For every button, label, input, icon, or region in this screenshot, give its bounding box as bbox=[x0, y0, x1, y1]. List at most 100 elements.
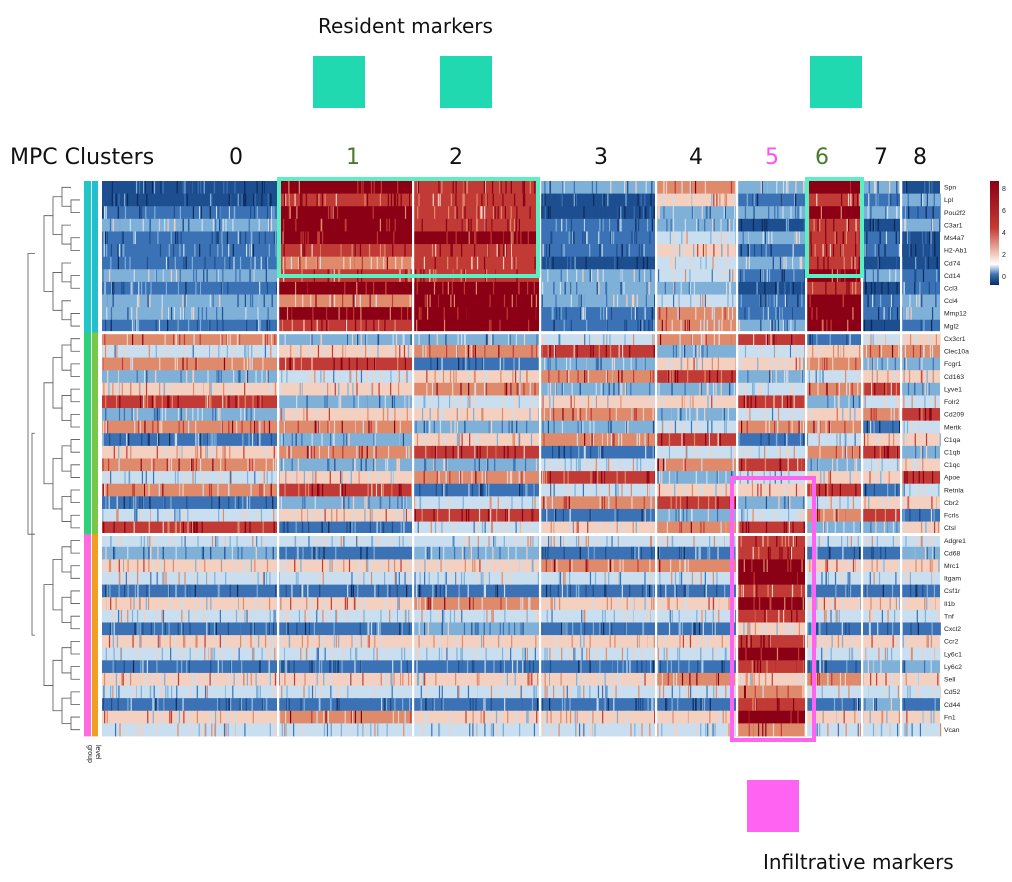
heatmap-streak bbox=[764, 231, 766, 245]
heatmap-streak bbox=[338, 307, 340, 321]
heatmap-streak bbox=[600, 307, 602, 321]
heatmap-streak bbox=[439, 408, 442, 422]
heatmap-streak bbox=[410, 420, 412, 434]
heatmap-streak bbox=[295, 218, 297, 232]
heatmap-streak bbox=[330, 193, 332, 207]
heatmap-streak bbox=[530, 508, 532, 522]
heatmap-streak bbox=[843, 344, 845, 358]
heatmap-streak bbox=[742, 445, 744, 459]
heatmap-streak bbox=[725, 471, 727, 485]
heatmap-streak bbox=[685, 445, 687, 459]
heatmap-streak bbox=[263, 193, 266, 207]
heatmap-streak bbox=[332, 281, 334, 295]
heatmap-streak bbox=[630, 382, 632, 396]
heatmap-streak bbox=[527, 231, 529, 245]
heatmap-streak bbox=[734, 269, 736, 283]
heatmap-cell bbox=[901, 307, 940, 321]
heatmap-streak bbox=[147, 294, 149, 308]
heatmap-streak bbox=[468, 508, 470, 522]
heatmap-streak bbox=[302, 408, 304, 422]
heatmap-streak bbox=[106, 294, 108, 308]
heatmap-streak bbox=[354, 508, 356, 522]
heatmap-streak bbox=[492, 332, 494, 346]
heatmap-streak bbox=[450, 193, 452, 207]
heatmap-streak bbox=[305, 483, 307, 497]
heatmap-streak bbox=[289, 357, 291, 371]
heatmap-streak bbox=[395, 382, 397, 396]
heatmap-streak bbox=[446, 231, 448, 245]
heatmap-streak bbox=[297, 307, 299, 321]
heatmap-streak bbox=[905, 370, 907, 384]
heatmap-streak bbox=[597, 357, 599, 371]
heatmap-cell bbox=[102, 370, 278, 384]
heatmap-streak bbox=[783, 256, 785, 270]
heatmap-streak bbox=[631, 307, 634, 321]
heatmap-streak bbox=[511, 294, 513, 308]
heatmap-streak bbox=[349, 370, 351, 384]
heatmap-streak bbox=[551, 483, 553, 497]
heatmap-streak bbox=[827, 294, 829, 308]
heatmap-streak bbox=[832, 344, 835, 358]
heatmap-streak bbox=[188, 445, 191, 459]
heatmap-streak bbox=[785, 445, 788, 459]
heatmap-streak bbox=[895, 496, 897, 510]
heatmap-cell bbox=[862, 244, 901, 258]
heatmap-streak bbox=[508, 508, 510, 522]
heatmap-streak bbox=[179, 332, 181, 346]
heatmap-streak bbox=[916, 294, 918, 308]
heatmap-streak bbox=[899, 231, 901, 245]
heatmap-streak bbox=[376, 256, 378, 270]
heatmap-streak bbox=[474, 370, 476, 384]
heatmap-streak bbox=[647, 319, 650, 333]
heatmap-streak bbox=[851, 281, 854, 295]
heatmap-streak bbox=[523, 471, 525, 485]
heatmap-streak bbox=[145, 206, 147, 220]
heatmap-streak bbox=[632, 458, 634, 472]
heatmap-streak bbox=[910, 420, 912, 434]
heatmap-streak bbox=[858, 206, 860, 220]
heatmap-streak bbox=[124, 521, 126, 535]
heatmap-cell bbox=[901, 471, 940, 485]
heatmap-streak bbox=[909, 294, 911, 308]
heatmap-streak bbox=[870, 206, 872, 220]
heatmap-streak bbox=[484, 206, 486, 220]
heatmap-cell bbox=[656, 319, 737, 333]
heatmap-streak bbox=[568, 496, 570, 510]
heatmap-streak bbox=[650, 269, 652, 283]
heatmap-streak bbox=[500, 231, 502, 245]
heatmap-streak bbox=[847, 496, 849, 510]
heatmap-streak bbox=[148, 433, 150, 447]
heatmap-streak bbox=[238, 521, 240, 535]
heatmap-streak bbox=[929, 231, 931, 245]
heatmap-streak bbox=[439, 420, 442, 434]
heatmap-streak bbox=[617, 483, 619, 497]
heatmap-streak bbox=[566, 256, 568, 270]
heatmap-streak bbox=[586, 231, 588, 245]
heatmap-streak bbox=[903, 370, 905, 384]
heatmap-streak bbox=[788, 521, 790, 535]
heatmap-streak bbox=[238, 269, 240, 283]
heatmap-streak bbox=[376, 534, 378, 548]
heatmap-streak bbox=[868, 193, 870, 207]
heatmap-streak bbox=[705, 206, 707, 220]
heatmap-streak bbox=[702, 294, 704, 308]
heatmap-streak bbox=[256, 319, 258, 333]
heatmap-streak bbox=[797, 344, 799, 358]
heatmap-streak bbox=[500, 307, 502, 321]
heatmap-streak bbox=[933, 218, 935, 232]
heatmap-streak bbox=[121, 357, 124, 371]
heatmap-streak bbox=[693, 357, 695, 371]
heatmap-streak bbox=[554, 218, 557, 232]
heatmap-streak bbox=[112, 281, 114, 295]
heatmap-streak bbox=[576, 344, 578, 358]
heatmap-streak bbox=[174, 357, 176, 371]
heatmap-streak bbox=[740, 420, 743, 434]
heatmap-streak bbox=[686, 496, 688, 510]
heatmap-streak bbox=[390, 294, 392, 308]
heatmap-streak bbox=[217, 408, 219, 422]
heatmap-streak bbox=[662, 458, 665, 472]
heatmap-streak bbox=[102, 508, 104, 522]
heatmap-streak bbox=[610, 483, 612, 497]
heatmap-streak bbox=[811, 206, 813, 220]
heatmap-streak bbox=[869, 508, 871, 522]
